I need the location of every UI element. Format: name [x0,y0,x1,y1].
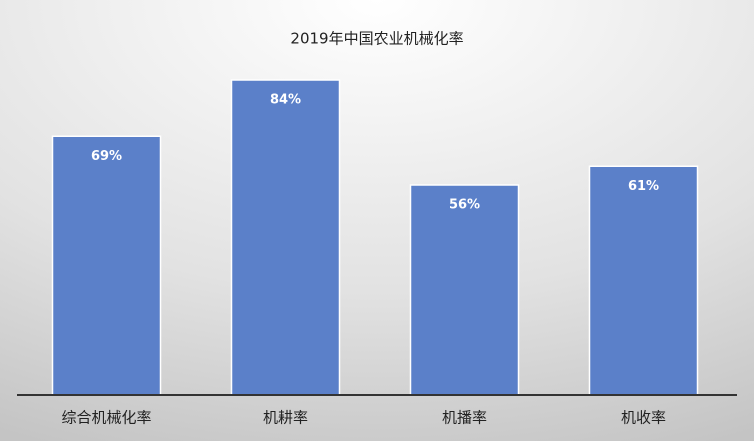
bar [409,184,520,396]
value-label: 61% [628,179,659,194]
chart-title: 2019年中国农业机械化率 [290,30,463,48]
x-tick-label: 综合机械化率 [61,409,151,427]
value-label: 84% [270,93,301,108]
value-label: 56% [449,198,480,213]
x-tick-label: 机耕率 [263,409,308,427]
bar [51,135,162,396]
x-tick-label: 机收率 [621,409,666,427]
bar [588,165,699,396]
x-tick-label: 机播率 [442,409,487,427]
value-label: 69% [91,149,122,164]
bar [230,79,341,396]
